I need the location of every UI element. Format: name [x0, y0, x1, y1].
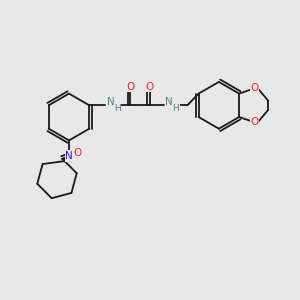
Text: H: H: [114, 104, 121, 113]
Text: N: N: [166, 97, 173, 107]
Text: O: O: [74, 148, 82, 158]
Text: N: N: [65, 151, 73, 161]
Text: O: O: [126, 82, 134, 92]
Text: O: O: [146, 82, 154, 92]
Text: O: O: [250, 83, 259, 93]
Text: N: N: [107, 97, 115, 107]
Text: H: H: [172, 104, 179, 113]
Text: O: O: [250, 117, 259, 128]
